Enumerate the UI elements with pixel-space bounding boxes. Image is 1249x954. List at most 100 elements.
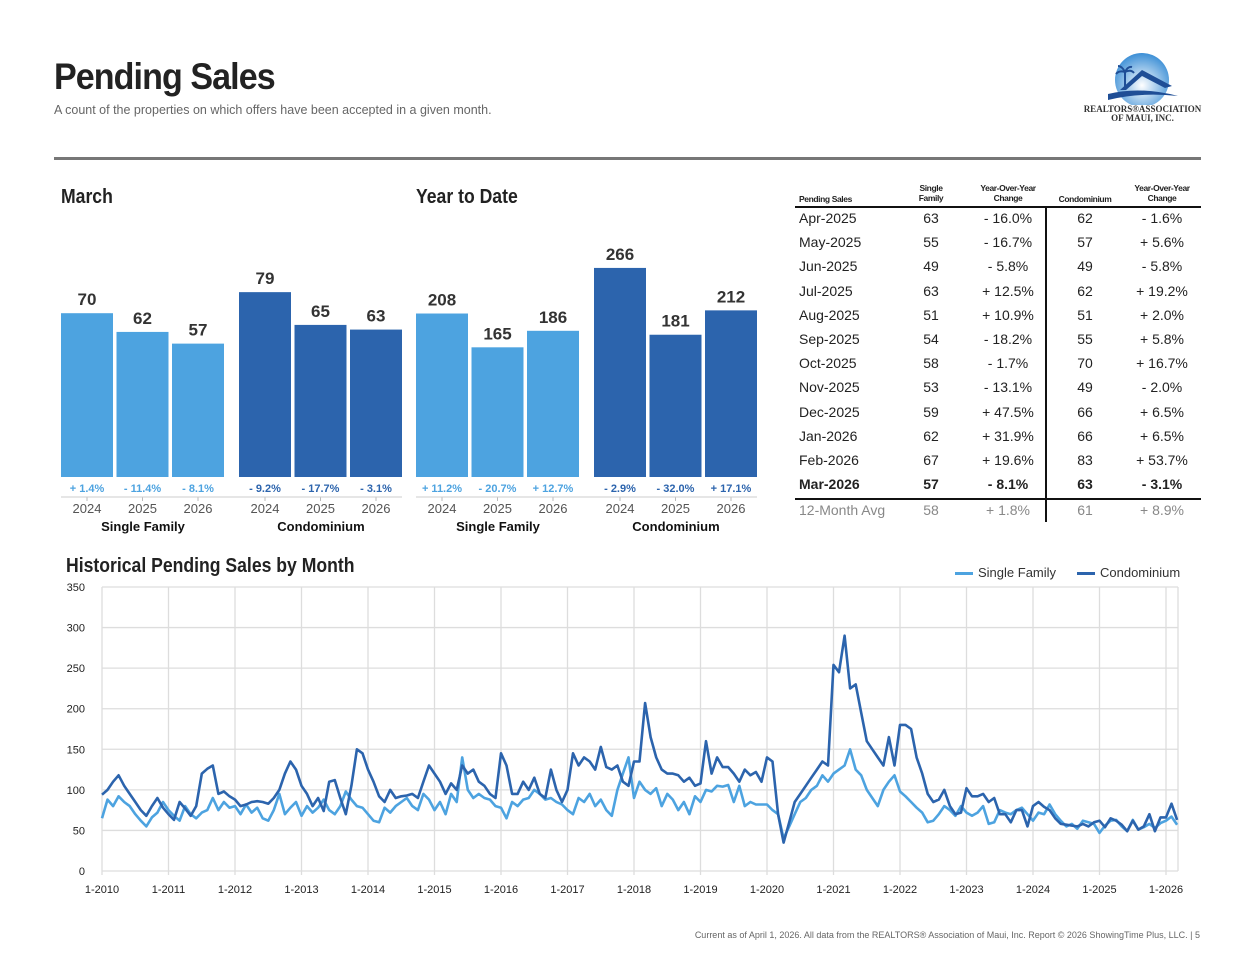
y-tick-label: 250 — [67, 663, 85, 675]
bar — [594, 267, 646, 477]
table-cell: + 5.6% — [1140, 234, 1184, 251]
table-cell: - 2.0% — [1141, 379, 1183, 396]
table-cell: - 1.7% — [987, 355, 1029, 372]
march-chart-title: March — [61, 186, 113, 208]
table-header-sf-yoy: Year-Over-Year Change — [980, 183, 1036, 203]
x-tick-label: 1-2020 — [750, 884, 784, 896]
table-cell: 53 — [923, 379, 939, 396]
bar-value-label: 212 — [717, 287, 745, 306]
table-cell: 51 — [923, 306, 939, 323]
legend-condominium: Condominium — [1077, 565, 1180, 580]
bar — [61, 313, 113, 477]
table-cell: 62 — [1077, 210, 1093, 226]
table-cell: + 6.5% — [1140, 403, 1184, 420]
table-cell: - 8.1% — [987, 476, 1029, 493]
x-tick-label: 1-2022 — [883, 884, 917, 896]
table-cell: 63 — [923, 282, 939, 299]
bar — [294, 324, 347, 477]
bar-value-label: 62 — [133, 309, 152, 328]
x-tick-label: 1-2023 — [949, 884, 983, 896]
bar-value-label: 266 — [606, 245, 634, 264]
table-cell: + 53.7% — [1136, 452, 1188, 468]
x-tick-label: 1-2015 — [417, 884, 451, 896]
table-row: Jun-2025 49 - 5.8% 49 - 5.8% — [795, 258, 1201, 282]
x-tick-label: 1-2016 — [484, 884, 518, 896]
table-row: Dec-2025 59 + 47.5% 66 + 6.5% — [795, 404, 1201, 428]
x-tick-label: 1-2014 — [351, 884, 385, 896]
group-label: Single Family — [456, 519, 541, 534]
year-label: 2025 — [128, 501, 157, 516]
table-header-condo: Condominium — [1058, 194, 1112, 204]
x-tick-label: 1-2026 — [1149, 884, 1183, 896]
table-cell: 83 — [1077, 452, 1093, 468]
table-cell: 57 — [1077, 234, 1093, 251]
legend-swatch-sf — [955, 572, 973, 576]
table-cell: 70 — [1077, 355, 1093, 372]
change-label: - 8.1% — [182, 483, 214, 495]
change-label: + 17.1% — [711, 483, 752, 495]
table-cell: 66 — [1077, 403, 1093, 420]
table-row: May-2025 55 - 16.7% 57 + 5.6% — [795, 234, 1201, 258]
x-tick-label: 1-2019 — [683, 884, 717, 896]
bar-value-label: 208 — [428, 291, 456, 310]
legend-single-family: Single Family — [955, 565, 1056, 580]
table-cell: 58 — [923, 355, 939, 372]
x-tick-label: 1-2024 — [1016, 884, 1050, 896]
table-header-condo-yoy: Year-Over-Year Change — [1134, 183, 1190, 203]
table-cell: Feb-2026 — [799, 452, 859, 468]
line-chart-title: Historical Pending Sales by Month — [66, 555, 355, 577]
table-header-month: Pending Sales — [799, 194, 852, 204]
table-cell: 67 — [923, 452, 939, 468]
table-cell: Jun-2025 — [799, 258, 858, 275]
page-title: Pending Sales — [54, 56, 276, 97]
table-cell: + 31.9% — [982, 427, 1034, 444]
table-cell: May-2025 — [799, 234, 862, 251]
table-cell: - 18.2% — [983, 331, 1033, 347]
series-line-single-family — [100, 748, 1179, 840]
table-cell: Aug-2025 — [799, 306, 860, 323]
line-chart: 0 50 100 150 200 250 300 350 1-2010 1-2011 1-2012 1… — [67, 582, 1183, 896]
table-cell: 55 — [1077, 331, 1093, 347]
table-cell: + 2.0% — [1140, 306, 1184, 323]
bar — [705, 310, 757, 477]
year-label: 2024 — [428, 501, 457, 516]
table-cell: 63 — [923, 210, 939, 226]
logo-text-line1: REALTORS®ASSOCIATION — [1083, 104, 1202, 114]
table-cell: - 16.7% — [983, 234, 1033, 251]
bar-value-label: 57 — [189, 321, 208, 340]
change-label: + 12.7% — [533, 483, 574, 495]
header-divider — [54, 157, 1201, 160]
table-row-avg: 12-Month Avg 58 + 1.8% 61 + 8.9% — [795, 502, 1201, 526]
y-tick-label: 350 — [67, 582, 85, 594]
y-tick-label: 300 — [67, 623, 85, 635]
table-cell: - 16.0% — [983, 210, 1033, 226]
x-tick-label: 1-2013 — [284, 884, 318, 896]
table-cell: Jan-2026 — [799, 427, 858, 444]
table-cell: 51 — [1077, 306, 1093, 323]
y-tick-label: 200 — [67, 704, 85, 716]
year-label: 2026 — [717, 501, 746, 516]
table-cell: 61 — [1077, 502, 1093, 519]
series-line-condominium — [101, 634, 1179, 844]
bar — [116, 331, 169, 477]
table-cell: Dec-2025 — [799, 403, 860, 420]
bar-value-label: 181 — [661, 312, 689, 331]
year-label: 2025 — [306, 501, 335, 516]
table-cell: 49 — [923, 258, 939, 275]
bar — [172, 343, 224, 477]
table-cell: + 12.5% — [982, 282, 1034, 299]
table-cell: 57 — [923, 476, 939, 493]
bar-value-label: 63 — [367, 307, 386, 326]
bar-value-label: 70 — [78, 290, 97, 309]
table-cell: Nov-2025 — [799, 379, 860, 396]
bar-value-label: 186 — [539, 308, 567, 327]
change-label: - 17.7% — [302, 483, 340, 495]
table-row: Nov-2025 53 - 13.1% 49 - 2.0% — [795, 379, 1201, 403]
table-cell: 49 — [1077, 379, 1093, 396]
group-label: Condominium — [277, 519, 364, 534]
ytd-chart-title: Year to Date — [416, 186, 518, 208]
table-cell: 62 — [1077, 282, 1093, 299]
x-tick-label: 1-2017 — [550, 884, 584, 896]
year-label: 2025 — [661, 501, 690, 516]
table-cell: 66 — [1077, 427, 1093, 444]
